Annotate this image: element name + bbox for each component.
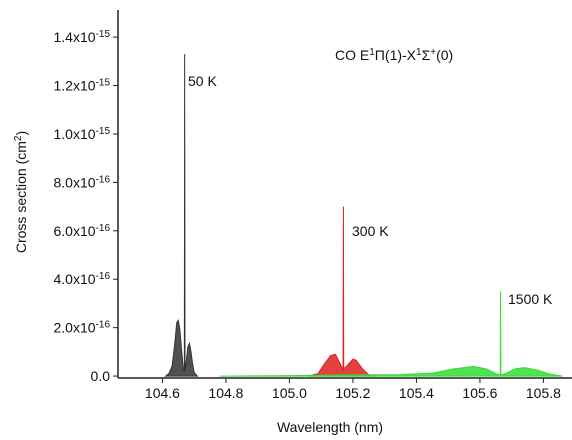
y-tick-label: 1.2x10-15 [54,77,111,94]
y-tick-label: 1.0x10-15 [54,125,111,142]
text-part: (0) [436,47,453,63]
text-part: Cross section (cm [13,141,29,253]
y-tick-label: 4.0x10-16 [54,271,111,288]
spectrum-area [219,291,563,377]
spectrum-area [308,206,376,377]
text-part: -16 [96,174,111,185]
x-tick-label: 105.0 [272,385,307,401]
x-tick-label: 105.2 [335,385,370,401]
chart-title: CO E1Π(1)-X1Σ+(0) [335,47,453,64]
y-tick-label: 2.0x10-16 [54,319,111,336]
x-tick-label: 105.4 [399,385,434,401]
text-part: 1.2x10 [54,78,96,94]
text-part: 8.0x10 [54,174,96,190]
text-part: 2 [13,135,24,141]
x-axis-label: Wavelength (nm) [277,419,383,435]
text-part: -15 [96,29,111,40]
text-part: Σ [422,47,431,63]
text-part: 1.0x10 [54,126,96,142]
text-part: Π(1)-X [375,47,417,63]
text-part: -16 [96,319,111,330]
text-part: CO E [335,47,369,63]
text-part: 1 [369,47,375,58]
y-tick-label: 0.0 [91,368,111,384]
text-part: + [430,47,436,58]
text-part: 4.0x10 [54,271,96,287]
text-part: 6.0x10 [54,223,96,239]
y-tick-label: 6.0x10-16 [54,222,111,239]
text-part: 1.4x10 [54,29,96,45]
text-part: 0.0 [91,368,111,384]
x-tick-label: 105.6 [462,385,497,401]
text-part: -16 [96,222,111,233]
text-part: -15 [96,77,111,88]
y-axis-label: Cross section (cm2) [13,131,30,253]
x-tick-label: 105.8 [526,385,561,401]
text-part: -15 [96,125,111,136]
y-tick-label: 8.0x10-16 [54,174,111,191]
series-label: 300 K [352,223,389,239]
series-label: 50 K [188,73,217,89]
y-tick-label: 1.4x10-15 [54,29,111,46]
text-part: -16 [96,271,111,282]
spectrum-area [164,54,199,377]
series-label: 1500 K [508,291,553,307]
x-tick-label: 104.6 [145,385,180,401]
text-part: ) [13,131,29,136]
text-part: 2.0x10 [54,320,96,336]
text-part: 1 [416,47,422,58]
x-tick-label: 104.8 [208,385,243,401]
